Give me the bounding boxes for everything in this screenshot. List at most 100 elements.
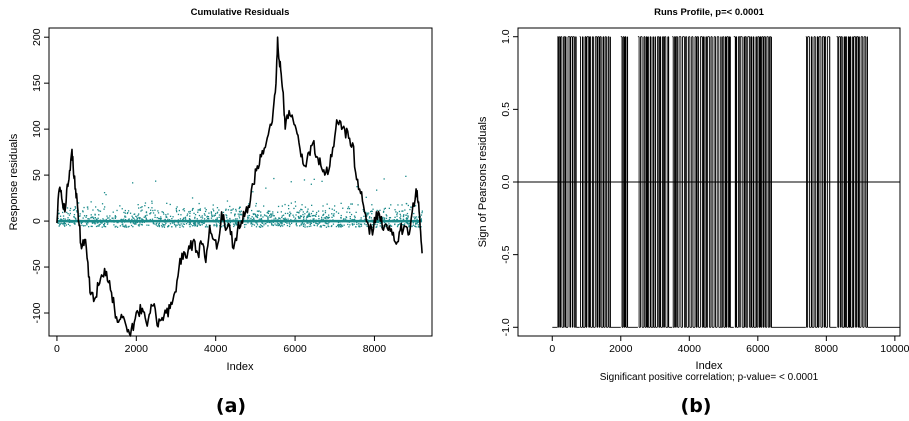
residual-point [306,226,308,228]
residual-point [347,223,349,226]
residual-point [239,213,241,215]
residual-point [117,221,119,224]
residual-point [87,206,89,208]
residual-point [323,217,325,219]
residual-point [173,224,176,226]
residual-point [313,224,316,227]
residual-point [216,226,218,228]
residual-point [142,219,144,221]
residual-point [396,213,398,215]
residual-point [349,224,351,226]
residual-point [404,223,406,225]
residual-point [234,222,237,224]
residual-point [62,215,65,217]
residual-point [386,224,389,226]
residual-point [320,225,322,227]
x-tick-label: 0 [549,343,555,355]
residual-point [294,201,296,203]
residual-point [188,222,190,224]
residual-point [360,217,362,219]
residual-point [182,223,184,225]
residual-point [211,214,213,216]
residual-point [405,202,408,205]
residual-point [176,224,178,226]
residual-point [290,202,292,204]
residual-point [218,209,220,211]
residual-point [69,209,71,212]
residual-point [284,212,287,215]
residual-point [102,218,104,220]
residual-point [308,214,311,216]
residual-point [128,218,130,220]
residual-point [402,218,405,220]
residual-point [256,210,259,212]
residual-point [366,212,369,214]
residual-point [308,225,310,228]
y-tick-label: -50 [31,259,43,274]
residual-point [370,217,372,219]
residual-point [382,211,385,213]
residual-point [413,212,415,215]
residual-point [358,225,360,228]
residual-point [234,215,236,217]
residual-point [198,223,200,225]
residual-point [152,223,155,225]
residual-point [84,225,86,227]
residual-point [368,217,371,219]
residual-point [399,217,401,219]
residual-point [287,204,290,207]
residual-point [303,223,305,225]
residual-point [205,224,208,226]
residual-point [407,204,409,207]
residual-point [287,218,289,220]
residual-point [251,209,253,212]
residual-point [394,209,396,211]
residual-point [197,211,199,213]
residual-point [100,222,102,224]
residual-point [317,223,319,225]
residual-point [293,216,295,218]
residual-point [283,218,285,221]
residual-point [299,210,301,212]
residual-point [135,223,137,225]
residual-point [306,222,308,224]
residual-point [406,218,408,221]
residual-point [98,214,100,216]
residual-point [271,224,273,226]
residual-point [255,226,258,228]
residual-point [214,214,216,216]
residual-point [141,218,143,220]
residual-point [316,211,318,214]
residual-point [399,223,401,225]
residual-point [310,212,313,215]
residual-point [194,225,196,227]
residual-point [97,217,99,219]
residual-point [179,226,181,228]
residual-point [196,225,198,227]
residual-point [323,213,325,215]
residual-point [256,222,258,224]
residual-point [161,211,163,213]
y-tick-label: 150 [31,74,43,92]
residual-point [109,215,111,217]
residual-point [69,207,72,210]
residual-point [171,218,173,220]
residual-point [260,215,262,217]
residual-point [333,209,335,211]
residual-point [420,218,422,220]
residual-point [130,224,133,227]
residual-point [335,211,338,213]
residual-point [112,211,114,213]
residual-point [215,223,218,225]
residual-point [303,216,305,219]
residual-point [90,225,92,227]
residual-point [124,209,126,212]
residual-point [64,222,67,225]
residual-point [248,214,251,217]
residual-point [135,222,137,224]
residual-point [124,216,126,218]
residual-point [191,209,193,211]
residual-point [288,208,290,210]
residual-point [324,217,327,219]
residual-point [97,222,99,224]
